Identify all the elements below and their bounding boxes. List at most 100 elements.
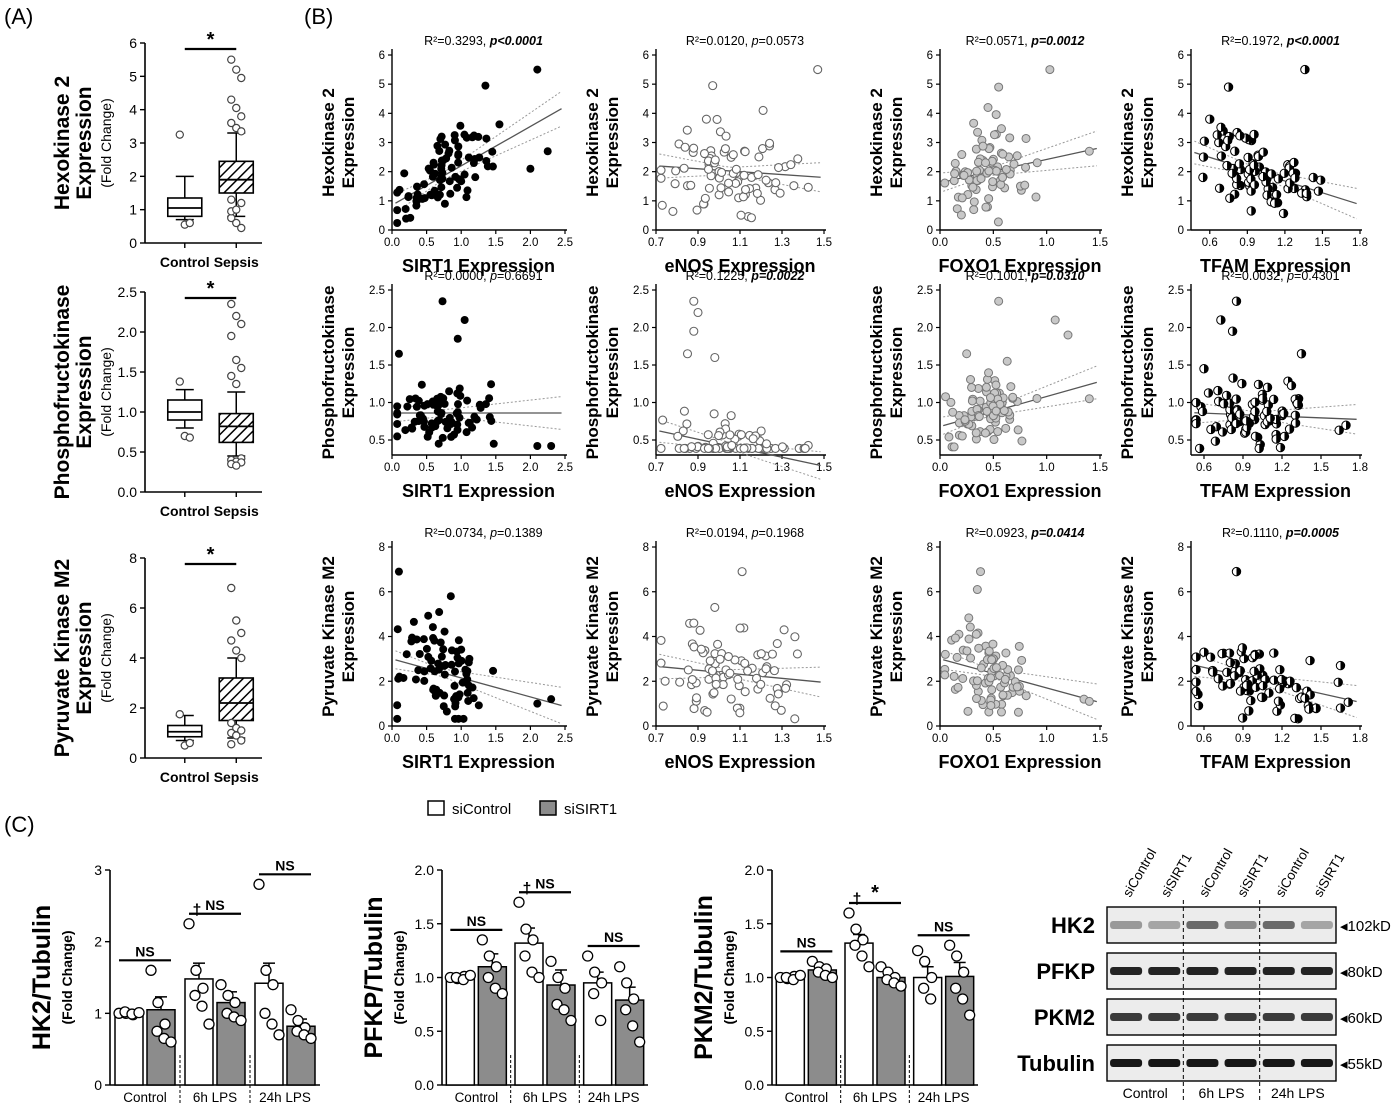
data-point <box>767 649 777 659</box>
data-point <box>429 400 438 409</box>
data-point <box>756 649 766 659</box>
data-point-half <box>1236 297 1241 306</box>
y-tick-label: 5 <box>643 79 649 91</box>
data-point <box>434 665 443 674</box>
x-tick-label: 0.9 <box>690 462 706 474</box>
y-tick-label: 4 <box>1178 632 1185 644</box>
stat-p: p <box>1285 526 1294 540</box>
data-point <box>420 676 429 685</box>
y-tick-label: 1.5 <box>633 360 649 372</box>
data-point <box>445 387 454 396</box>
data-point <box>451 172 460 181</box>
replicate-point <box>918 982 930 994</box>
y-tick-label: 4 <box>927 632 934 644</box>
x-tick-label: 1.5 <box>1313 733 1329 745</box>
y-axis-label: Pyruvate Kinase M2 Expression <box>867 556 906 717</box>
replicate-point <box>552 971 564 984</box>
data-point <box>709 688 719 698</box>
data-point <box>394 349 403 358</box>
data-point <box>464 153 473 162</box>
data-point <box>957 431 967 441</box>
data-point <box>427 419 436 428</box>
y-tick-label: 2.5 <box>369 285 385 297</box>
data-point <box>1012 682 1022 692</box>
data-point-half <box>1218 674 1223 683</box>
y-label-line1: Phosphofructokinase <box>51 285 74 500</box>
data-point <box>438 174 447 183</box>
bar-sicontrol <box>114 1012 144 1086</box>
data-point <box>408 424 417 433</box>
y-tick-label: 4 <box>643 632 650 644</box>
legend: siControl siSIRT1 <box>427 800 617 818</box>
y-tick-label: 2 <box>643 676 649 688</box>
data-point-half <box>1236 567 1241 576</box>
data-point-half <box>1239 131 1245 141</box>
data-point <box>678 426 688 436</box>
y-axis-label: Hexokinase 2 Expression <box>1118 88 1157 197</box>
data-point <box>393 714 402 723</box>
x-tick-label: 2.5 <box>557 237 573 249</box>
data-point <box>965 622 975 632</box>
data-point-half <box>1203 152 1208 162</box>
x-axis-label: FOXO1 Expression <box>938 481 1101 501</box>
x-tick-label: 0.5 <box>419 462 435 474</box>
data-point <box>689 326 699 336</box>
bar-sisirt1 <box>477 966 508 1086</box>
data-point <box>533 442 542 450</box>
data-point <box>976 567 986 577</box>
replicate-point <box>863 961 875 973</box>
confidence-band <box>1194 401 1357 413</box>
data-point <box>430 186 439 195</box>
data-point <box>393 188 402 197</box>
stat-p: p <box>1030 269 1039 283</box>
data-point-half <box>1221 123 1226 132</box>
data-point <box>454 151 463 160</box>
data-point <box>974 643 984 653</box>
data-point-half <box>1315 703 1321 713</box>
y-tick-label: 8 <box>1178 542 1184 554</box>
data-point <box>440 627 449 636</box>
replicate-point <box>857 934 869 946</box>
data-point <box>775 188 785 198</box>
data-point <box>991 663 1001 673</box>
x-axis-label: eNOS Expression <box>664 256 815 276</box>
data-point <box>1006 382 1016 392</box>
data-point-half <box>1268 184 1273 194</box>
data-point <box>460 316 469 324</box>
data-point <box>962 349 972 359</box>
legend-swatch-sicontrol <box>427 800 445 816</box>
data-point <box>989 130 999 140</box>
x-tick-label: 1.8 <box>1352 237 1368 249</box>
replicate-point <box>595 1014 607 1027</box>
group-label: Control <box>455 1090 499 1105</box>
stat-label: R²=0.0923, p=0.0414 <box>966 526 1085 540</box>
x-tick-label: Sepsis <box>214 503 259 519</box>
y-label-line1: Hexokinase 2 <box>1118 88 1137 197</box>
y-tick-label: 4 <box>643 108 650 120</box>
data-point <box>489 439 498 448</box>
data-point <box>482 134 491 143</box>
replicate-point <box>273 1029 285 1041</box>
data-point-half <box>1296 683 1301 692</box>
replicate-point <box>190 964 202 976</box>
data-point <box>429 634 438 643</box>
data-point-half <box>1276 434 1281 444</box>
data-point <box>682 349 693 359</box>
stat-r2: R²=0.0734, <box>424 526 490 540</box>
y-tick-label: 3 <box>643 138 649 150</box>
data-point <box>983 103 993 112</box>
group-label: Control <box>123 1090 167 1105</box>
data-point <box>452 692 461 701</box>
y-tick-label: 0.5 <box>118 444 138 460</box>
x-axis-label: TFAM Expression <box>1200 752 1351 772</box>
data-point <box>703 164 714 174</box>
size-label: ◂80kD <box>1340 964 1383 981</box>
data-point-half <box>1230 679 1235 688</box>
y-label-sub: (Fold Change) <box>98 98 114 188</box>
y-tick-label: 2.0 <box>917 323 933 335</box>
outlier-point <box>227 740 236 749</box>
y-tick-label: 2.5 <box>1168 285 1184 297</box>
blot-band <box>1186 1059 1219 1067</box>
data-point <box>710 352 720 363</box>
data-point-half <box>1227 161 1232 170</box>
